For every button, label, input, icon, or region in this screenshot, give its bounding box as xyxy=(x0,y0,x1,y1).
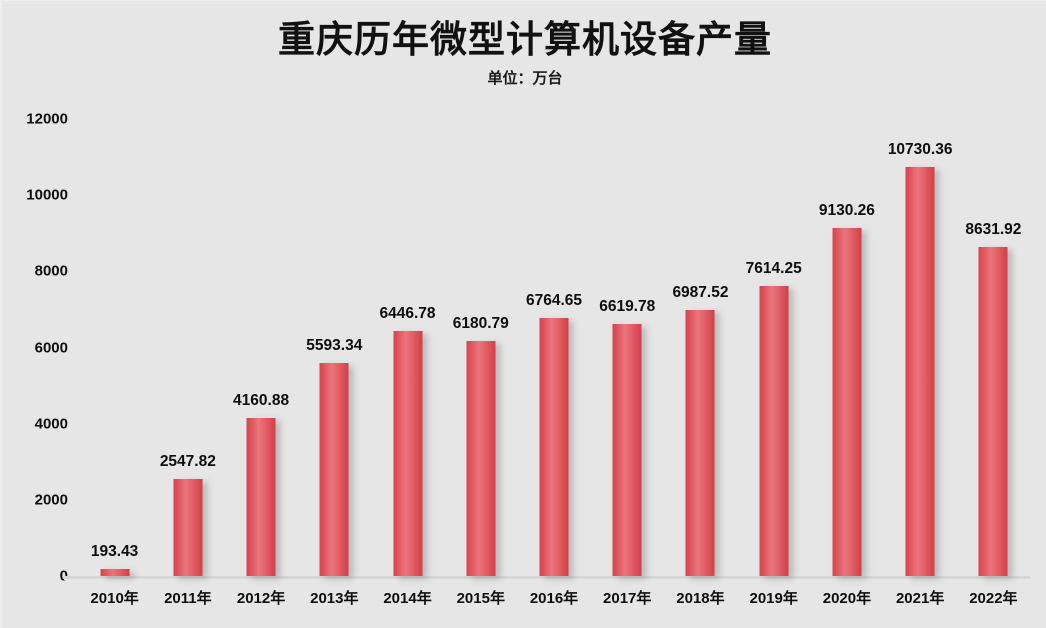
y-axis-tick-label: 6000 xyxy=(34,339,68,356)
x-axis-tick-label: 2011年 xyxy=(164,590,212,607)
bar[interactable] xyxy=(246,417,276,576)
bar-value-label: 6987.52 xyxy=(672,283,729,301)
x-axis-tick-label: 2021年 xyxy=(895,590,945,607)
bar-slot: 10730.36 xyxy=(884,119,957,576)
bar-slot: 8631.92 xyxy=(957,119,1030,576)
plot-area: 0 2000 4000 6000 8000 10000 12000 193.43 2547.8… xyxy=(26,111,1030,607)
bar[interactable] xyxy=(612,323,642,576)
y-axis-tick-label: 0 xyxy=(60,568,68,585)
x-axis-tick-label: 2010年 xyxy=(90,590,139,607)
x-axis-tick-label: 2012年 xyxy=(236,590,286,607)
chart-title: 重庆历年微型计算机设备产量 xyxy=(278,19,772,60)
x-axis-tick-label: 2017年 xyxy=(603,590,652,607)
bar-value-label: 5593.34 xyxy=(306,337,363,354)
chart-subtitle-unit: 单位：万台 xyxy=(487,70,563,87)
bar-slot: 9130.26 xyxy=(810,119,883,576)
bar[interactable] xyxy=(759,286,789,576)
bar[interactable] xyxy=(539,318,569,576)
bar[interactable] xyxy=(173,478,203,576)
bar-value-label: 6446.78 xyxy=(379,304,436,322)
x-axis-tick-label: 2022年 xyxy=(969,590,1018,607)
y-axis-tick-label: 12000 xyxy=(26,110,68,128)
bar[interactable] xyxy=(978,247,1008,576)
bar-value-label: 4160.88 xyxy=(233,391,290,409)
bar-slot: 6987.52 xyxy=(664,119,737,576)
bar[interactable] xyxy=(319,363,349,576)
y-axis-tick-label: 2000 xyxy=(34,491,68,509)
bar-value-label: 7614.25 xyxy=(745,260,802,278)
bar-slot: 6764.65 xyxy=(517,119,590,576)
y-axis-tick-label: 8000 xyxy=(34,262,68,280)
bar-value-label: 6619.78 xyxy=(599,297,656,315)
bar[interactable] xyxy=(832,228,862,576)
bar-slot: 6446.78 xyxy=(371,119,444,576)
bar-slot: 4160.88 xyxy=(224,119,297,576)
bar-slot: 6180.79 xyxy=(444,119,517,576)
bar[interactable] xyxy=(100,568,130,576)
bar-value-label: 9130.26 xyxy=(818,202,875,220)
bar-slot: 6619.78 xyxy=(591,119,664,576)
bar-slot: 5593.34 xyxy=(298,119,371,576)
bar-value-label: 6764.65 xyxy=(525,292,582,310)
x-axis-tick-label: 2020年 xyxy=(822,590,872,607)
bar-slot: 7614.25 xyxy=(737,119,810,576)
x-axis-tick-label: 2015年 xyxy=(456,590,505,607)
bar[interactable] xyxy=(393,330,423,576)
bar-slot: 193.43 xyxy=(78,119,151,576)
x-axis-tick-label: 2016年 xyxy=(529,590,579,607)
x-axis-tick-label: 2014年 xyxy=(383,590,432,607)
bar-value-label: 2547.82 xyxy=(159,452,216,470)
bar[interactable] xyxy=(466,340,496,576)
bar-slot: 2547.82 xyxy=(151,119,224,576)
bar-value-label: 10730.36 xyxy=(887,141,953,159)
bar[interactable] xyxy=(685,309,715,576)
x-axis-baseline xyxy=(64,576,1030,580)
y-axis-tick-label: 4000 xyxy=(34,415,68,433)
x-axis-tick-label: 2019年 xyxy=(749,590,798,607)
bar-value-label: 8631.92 xyxy=(965,221,1022,239)
bar[interactable] xyxy=(905,167,935,576)
x-axis-tick-label: 2018年 xyxy=(676,590,725,607)
y-axis-tick-label: 10000 xyxy=(26,186,68,204)
x-axis-tick-label: 2013年 xyxy=(310,590,359,607)
bar-value-label: 6180.79 xyxy=(452,314,509,332)
bar-value-label: 193.43 xyxy=(90,542,139,560)
